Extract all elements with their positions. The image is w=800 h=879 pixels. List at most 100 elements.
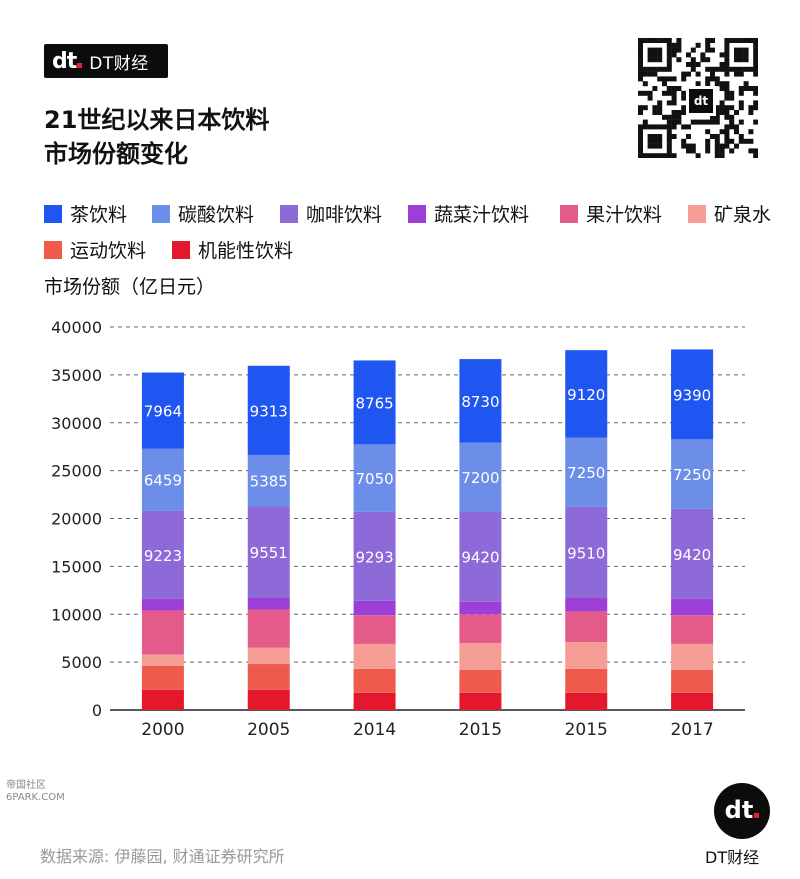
y-axis-label: 市场份额（亿日元）: [44, 276, 216, 298]
bar-segment: [459, 442, 502, 512]
bar-segment: [459, 511, 502, 602]
chart-title-line2: 市场份额变化: [44, 140, 188, 168]
bar-segment: [247, 506, 290, 598]
watermark: 帝国社区 6PARK.COM: [6, 780, 65, 804]
legend-label: 蔬菜汁饮料: [434, 204, 530, 226]
bar-segment: [141, 689, 184, 710]
dt-logo: dt DT财经: [44, 44, 168, 78]
legend-label: 运动饮料: [70, 240, 147, 262]
y-tick-label: 30000: [51, 414, 102, 433]
bar-segment: [565, 642, 608, 669]
watermark-line-2: 6PARK.COM: [6, 792, 65, 803]
legend-swatch: [408, 204, 426, 223]
qr-center-logo: dt: [686, 86, 716, 116]
footer-brand-text: DT财经: [705, 848, 760, 867]
bar-segment: [565, 437, 608, 507]
data-label: 5385: [250, 473, 288, 491]
bar-segment: [141, 610, 184, 655]
bar-segment: [671, 615, 714, 644]
bar-segment: [459, 692, 502, 710]
bar-segment: [141, 372, 184, 449]
chart-title-line1: 21世纪以来日本饮料: [44, 106, 270, 134]
legend-swatch: [44, 240, 62, 259]
y-tick-label: 15000: [51, 557, 102, 576]
x-tick-label: 2014: [353, 720, 396, 740]
bar-segment: [247, 647, 290, 665]
bar-segment: [671, 692, 714, 710]
dt-footer-logo-icon: dt: [714, 783, 770, 839]
legend-swatch: [280, 204, 298, 223]
bar-segment: [353, 692, 396, 710]
bar-segment: [141, 654, 184, 666]
y-tick-label: 10000: [51, 605, 102, 624]
data-label: 9551: [250, 544, 288, 562]
legend-label: 碳酸饮料: [178, 204, 255, 226]
bar-segment: [247, 454, 290, 507]
bar-segment: [141, 598, 184, 611]
bar-segment: [353, 360, 396, 445]
x-tick-label: 2015: [565, 720, 608, 740]
data-label: 9223: [144, 547, 182, 565]
bar-segment: [247, 689, 290, 710]
bar-segment: [353, 643, 396, 669]
x-tick-label: 2015: [459, 720, 502, 740]
y-tick-label: 40000: [51, 318, 102, 337]
bar-segment: [565, 597, 608, 612]
legend-item: 茶饮料: [44, 200, 127, 227]
y-tick-label: 5000: [61, 653, 102, 672]
data-label: 9313: [250, 402, 288, 420]
legend-swatch: [44, 204, 62, 223]
qr-code: dt: [638, 38, 759, 159]
bar-segment: [141, 448, 184, 511]
legend-swatch: [560, 204, 578, 223]
legend-label: 果汁饮料: [586, 204, 663, 226]
legend-label: 机能性饮料: [198, 240, 294, 262]
legend-item: 碳酸饮料: [152, 200, 254, 227]
bar-segment: [565, 692, 608, 710]
bar-segment: [353, 615, 396, 644]
bar-segment: [565, 506, 608, 598]
bar-segment: [247, 597, 290, 610]
data-label: 9120: [567, 386, 605, 404]
legend-swatch: [688, 204, 706, 223]
dt-logo-mark: dt: [52, 49, 83, 74]
y-tick-label: 20000: [51, 510, 102, 529]
legend-label: 咖啡饮料: [306, 204, 383, 226]
watermark-line-1: 帝国社区: [6, 780, 46, 791]
bar-segment: [671, 598, 714, 616]
y-tick-label: 0: [92, 701, 102, 720]
data-label: 9390: [673, 386, 711, 404]
bar-segment: [141, 665, 184, 690]
legend-label: 矿泉水: [714, 204, 772, 226]
data-label: 9420: [461, 549, 499, 567]
y-tick-label: 25000: [51, 462, 102, 481]
legend-item: 蔬菜汁饮料: [408, 200, 529, 227]
bar-segment: [141, 510, 184, 599]
bar-segment: [671, 439, 714, 509]
bar-segment: [671, 643, 714, 670]
data-label: 9420: [673, 546, 711, 564]
x-tick-label: 2017: [670, 720, 713, 740]
data-label: 7964: [144, 403, 182, 421]
bar-segment: [671, 669, 714, 693]
bar-segment: [671, 508, 714, 599]
data-label: 9293: [355, 548, 393, 566]
data-label: 7050: [355, 470, 393, 488]
bar-segment: [565, 611, 608, 643]
bar-segment: [353, 444, 396, 512]
bar-segment: [353, 600, 396, 616]
bar-segment: [565, 350, 608, 438]
data-label: 8730: [461, 393, 499, 411]
data-label: 6459: [144, 472, 182, 490]
chart-title: 21世纪以来日本饮料 市场份额变化: [44, 103, 269, 171]
y-tick-label: 35000: [51, 366, 102, 385]
dt-logo-text: DT财经: [89, 53, 149, 74]
legend-swatch: [152, 204, 170, 223]
legend-item: 果汁饮料: [560, 200, 662, 227]
bar-segment: [459, 601, 502, 615]
bar-segment: [247, 664, 290, 690]
bar-segment: [459, 359, 502, 443]
data-label: 7250: [567, 464, 605, 482]
legend-item: 矿泉水: [688, 200, 771, 227]
x-tick-label: 2005: [247, 720, 290, 740]
